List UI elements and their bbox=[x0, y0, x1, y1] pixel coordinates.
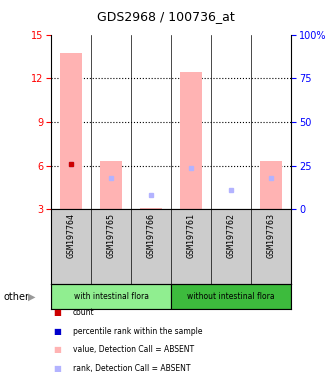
Text: count: count bbox=[73, 308, 94, 318]
Text: GSM197763: GSM197763 bbox=[267, 213, 276, 258]
Bar bbox=[171, 284, 291, 309]
Text: other: other bbox=[3, 291, 29, 302]
Bar bbox=[260, 161, 282, 209]
Text: GSM197762: GSM197762 bbox=[227, 213, 236, 258]
Text: rank, Detection Call = ABSENT: rank, Detection Call = ABSENT bbox=[73, 364, 190, 373]
Text: ■: ■ bbox=[53, 327, 61, 336]
Text: value, Detection Call = ABSENT: value, Detection Call = ABSENT bbox=[73, 345, 194, 354]
Bar bbox=[51, 284, 171, 309]
Bar bbox=[140, 208, 162, 209]
Text: GSM197761: GSM197761 bbox=[187, 213, 196, 258]
Bar bbox=[180, 73, 202, 209]
Text: ▶: ▶ bbox=[28, 291, 35, 302]
Text: GSM197764: GSM197764 bbox=[67, 213, 76, 258]
Bar bbox=[60, 53, 82, 209]
Bar bbox=[100, 161, 122, 209]
Text: ■: ■ bbox=[53, 364, 61, 373]
Text: ■: ■ bbox=[53, 308, 61, 318]
Text: without intestinal flora: without intestinal flora bbox=[187, 292, 275, 301]
Text: ■: ■ bbox=[53, 345, 61, 354]
Text: GSM197765: GSM197765 bbox=[107, 213, 116, 258]
Text: GSM197766: GSM197766 bbox=[147, 213, 156, 258]
Text: GDS2968 / 100736_at: GDS2968 / 100736_at bbox=[97, 10, 234, 23]
Text: percentile rank within the sample: percentile rank within the sample bbox=[73, 327, 202, 336]
Text: with intestinal flora: with intestinal flora bbox=[74, 292, 149, 301]
